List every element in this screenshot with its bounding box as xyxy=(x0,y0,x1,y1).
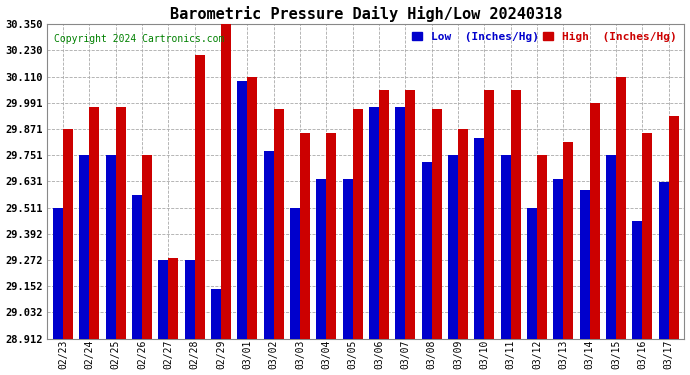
Title: Barometric Pressure Daily High/Low 20240318: Barometric Pressure Daily High/Low 20240… xyxy=(170,6,562,21)
Bar xyxy=(274,110,284,339)
Bar xyxy=(132,195,142,339)
Bar xyxy=(369,107,379,339)
Bar xyxy=(264,151,274,339)
Bar xyxy=(422,162,432,339)
Bar xyxy=(316,179,326,339)
Legend: Low  (Inches/Hg), High  (Inches/Hg): Low (Inches/Hg), High (Inches/Hg) xyxy=(409,30,679,44)
Bar xyxy=(63,129,73,339)
Bar xyxy=(501,155,511,339)
Bar xyxy=(659,182,669,339)
Bar xyxy=(563,142,573,339)
Text: Copyright 2024 Cartronics.com: Copyright 2024 Cartronics.com xyxy=(54,33,224,44)
Bar xyxy=(432,110,442,339)
Bar xyxy=(326,134,336,339)
Bar xyxy=(606,155,616,339)
Bar xyxy=(616,76,626,339)
Bar xyxy=(474,138,484,339)
Bar xyxy=(405,90,415,339)
Bar xyxy=(247,76,257,339)
Bar xyxy=(116,107,126,339)
Bar xyxy=(527,208,537,339)
Bar xyxy=(484,90,494,339)
Bar xyxy=(632,221,642,339)
Bar xyxy=(669,116,679,339)
Bar xyxy=(221,24,231,339)
Bar xyxy=(142,155,152,339)
Bar xyxy=(237,81,247,339)
Bar xyxy=(89,107,99,339)
Bar xyxy=(537,155,547,339)
Bar xyxy=(300,134,310,339)
Bar xyxy=(211,289,221,339)
Bar xyxy=(158,260,168,339)
Bar xyxy=(379,90,389,339)
Bar xyxy=(290,208,300,339)
Bar xyxy=(458,129,468,339)
Bar xyxy=(553,179,563,339)
Bar xyxy=(343,179,353,339)
Bar xyxy=(53,208,63,339)
Bar xyxy=(195,55,205,339)
Bar xyxy=(642,134,652,339)
Bar xyxy=(185,260,195,339)
Bar xyxy=(168,258,178,339)
Bar xyxy=(79,155,89,339)
Bar xyxy=(353,110,363,339)
Bar xyxy=(590,103,600,339)
Bar xyxy=(395,107,405,339)
Bar xyxy=(511,90,521,339)
Bar xyxy=(580,190,590,339)
Bar xyxy=(448,155,458,339)
Bar xyxy=(106,155,116,339)
